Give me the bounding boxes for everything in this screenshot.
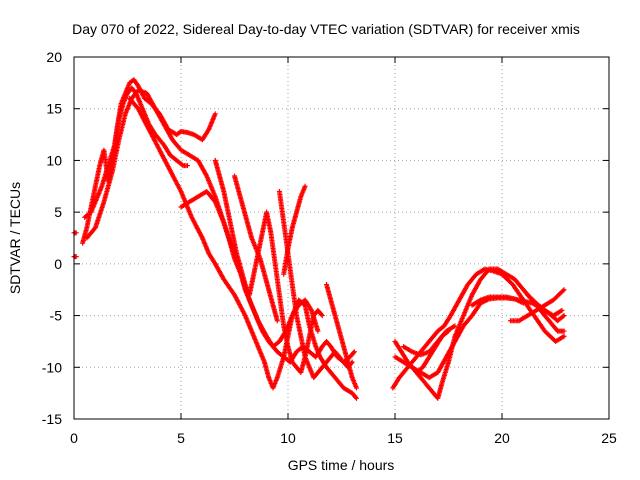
data-point-marker [350,350,356,356]
data-series [71,77,567,401]
series-9 [232,173,280,324]
series-8 [212,157,325,375]
data-point-marker [302,183,308,189]
series-20 [525,292,565,319]
data-point-marker [561,287,567,293]
series-10 [276,188,355,381]
data-point-marker [520,300,526,306]
series-4 [82,85,190,220]
series-2 [71,254,79,260]
series-17 [413,328,451,375]
series-11 [281,183,308,277]
data-point-marker [315,328,321,334]
data-point-marker [349,359,355,365]
data-point-marker [184,163,190,169]
series-14 [392,266,567,401]
y-axis-tick-labels: -15 -10 -5 0 5 10 15 20 [42,49,62,427]
y-tick-label: 15 [46,101,62,117]
y-tick-label: 10 [46,152,62,168]
x-tick-label: 0 [70,430,78,446]
x-axis-tick-labels: 0 5 10 15 20 25 [70,430,617,446]
x-axis-label: GPS time / hours [288,457,395,473]
series-19 [508,287,567,324]
data-point-marker [318,312,324,318]
x-tick-label: 5 [177,430,185,446]
y-tick-label: -10 [42,359,62,375]
data-point-marker [561,328,567,334]
data-point-marker [274,318,280,324]
plot-frame [73,56,610,420]
series-1 [71,230,79,236]
series-12 [324,282,359,391]
data-point-marker [561,333,567,339]
y-tick-label: 0 [54,256,62,272]
data-point-marker [212,111,218,117]
data-point-marker [319,313,325,319]
data-point-marker [559,307,565,313]
series-18 [469,294,526,308]
x-tick-label: 25 [601,430,617,446]
y-tick-label: 20 [46,49,62,65]
y-tick-label: -15 [42,411,62,427]
data-point-marker [353,385,359,391]
x-tick-label: 20 [494,430,510,446]
x-tick-label: 15 [387,430,403,446]
data-point-marker [353,394,359,400]
x-tick-label: 10 [280,430,296,446]
data-point-marker [351,349,357,355]
data-point-marker [353,395,359,401]
chart-title: Day 070 of 2022, Sidereal Day-to-day VTE… [72,21,580,37]
data-point-marker [561,313,567,319]
y-tick-label: -5 [50,308,63,324]
y-axis-label: SDTVAR / TECUs [7,182,23,294]
data-point-marker [446,328,451,334]
y-tick-label: 5 [54,204,62,220]
data-point-marker [452,323,458,329]
